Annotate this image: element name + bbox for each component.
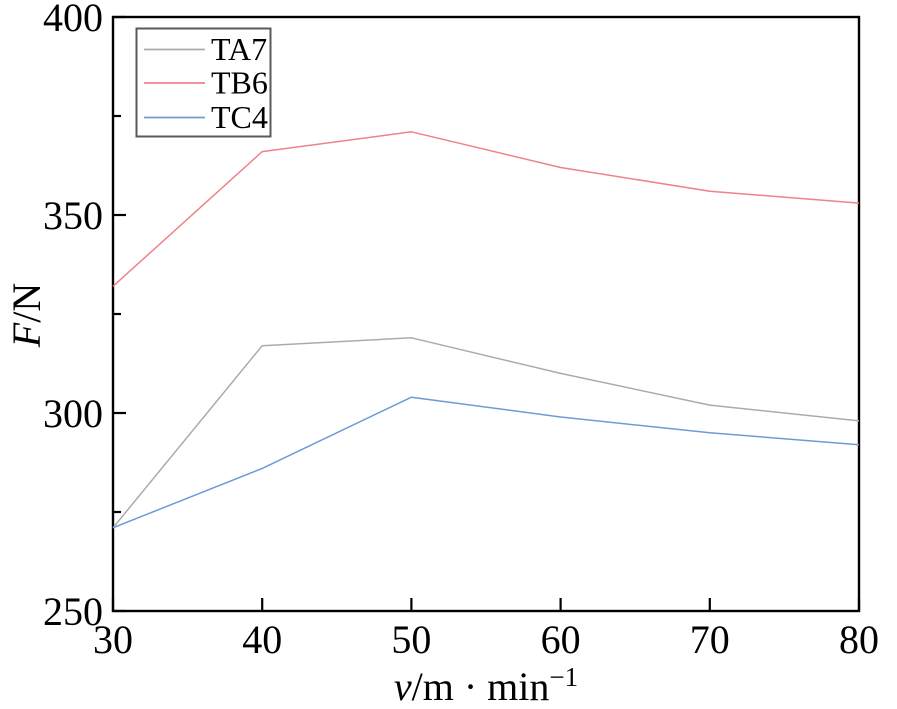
x-axis-title-unit: /m · min: [412, 664, 550, 709]
x-axis-title: v/m · min−1: [394, 662, 578, 709]
x-tick-label-50: 50: [391, 617, 431, 662]
series-line-ta7: [112, 337, 860, 529]
legend: TA7 TB6 TC4: [135, 27, 272, 138]
x-tick-label-30: 30: [93, 617, 133, 662]
y-axis-title: F/N: [4, 283, 49, 348]
legend-label-tc4: TC4: [211, 99, 268, 135]
legend-label-tb6: TB6: [211, 65, 268, 101]
axis-ticks: 30 40 50 60 70 80 250 300 350 400: [43, 0, 879, 662]
y-tick-label-300: 300: [43, 391, 103, 436]
legend-label-ta7: TA7: [211, 31, 267, 67]
y-tick-label-400: 400: [43, 0, 103, 40]
x-tick-label-70: 70: [690, 617, 730, 662]
series-line-tc4: [112, 396, 860, 529]
x-axis-title-symbol: v: [394, 664, 412, 709]
y-tick-label-250: 250: [43, 589, 103, 634]
y-tick-label-350: 350: [43, 193, 103, 238]
x-tick-label-80: 80: [839, 617, 879, 662]
y-axis-title-unit: /N: [4, 283, 49, 323]
x-tick-label-40: 40: [242, 617, 282, 662]
x-tick-label-60: 60: [541, 617, 581, 662]
series-line-tb6: [112, 131, 860, 287]
series-lines: [112, 131, 860, 529]
y-axis-title-symbol: F: [4, 322, 49, 348]
x-axis-title-superscript: −1: [549, 662, 578, 692]
